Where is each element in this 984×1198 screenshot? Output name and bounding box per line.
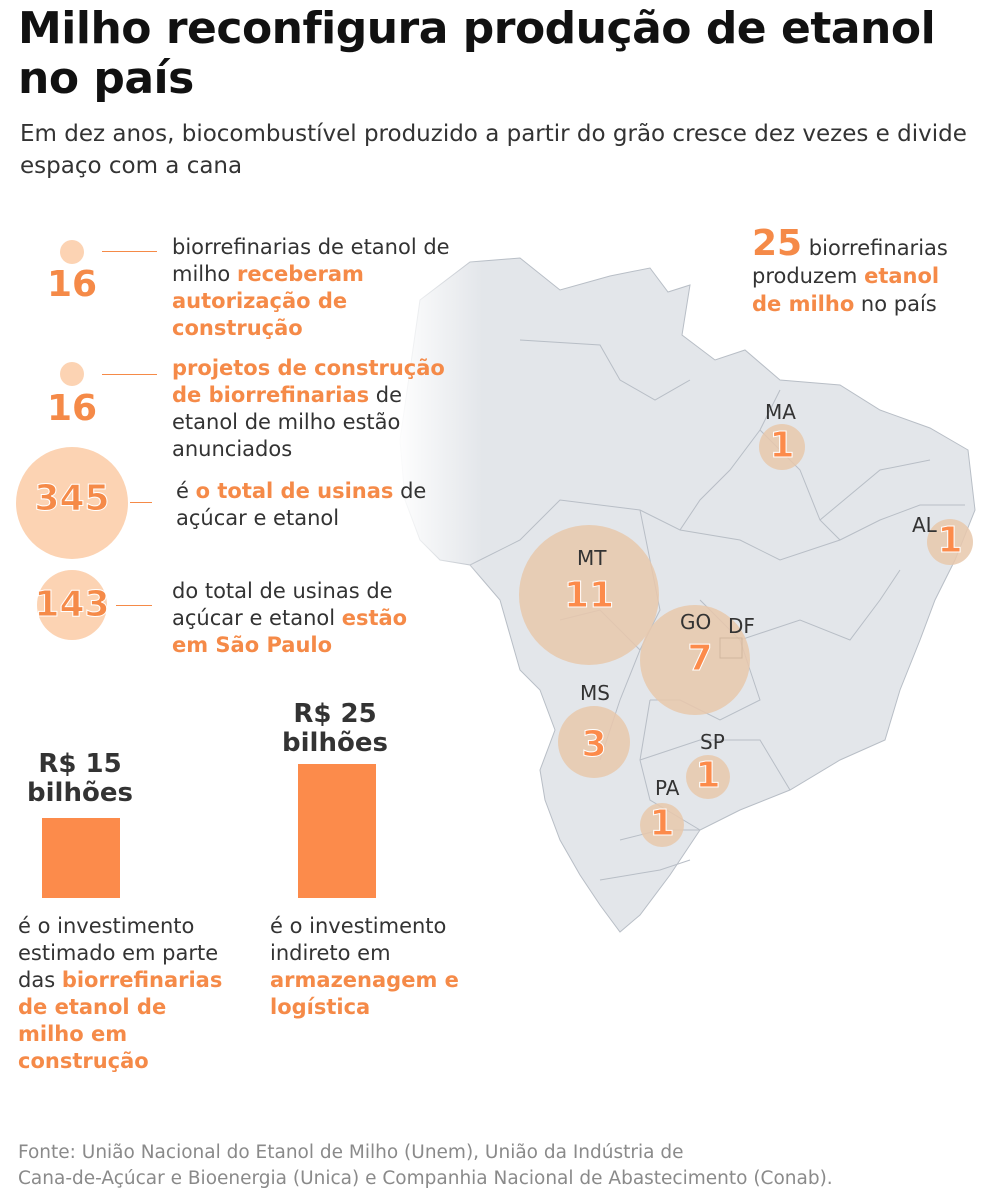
state-count-go: 7 (687, 638, 713, 680)
stat-3-text: é o total de usinas de açúcar e etanol (176, 478, 446, 532)
state-count-sp: 1 (695, 755, 721, 797)
investment-1-text-plain: é o investimento estimado em parte das (18, 914, 219, 992)
state-count-pa: 1 (649, 803, 675, 845)
stat-2-text-highlight: projetos de construção de biorrefinarias (172, 356, 445, 407)
state-label-ma: MA (765, 400, 796, 424)
map-headline-suffix: no país (854, 292, 937, 316)
page-subtitle: Em dez anos, biocombustível produzido a … (20, 121, 967, 179)
investment-2-text-highlight: armazenagem e logística (270, 968, 459, 1019)
investment-2-text-plain: é o investimento indireto em (270, 914, 447, 965)
stat-1-text: biorrefinarias de etanol de milho recebe… (172, 234, 457, 342)
stat-2-connector (102, 374, 157, 375)
stat-3-circle (16, 447, 128, 559)
bubble-sp (686, 755, 730, 799)
state-count-mt: 11 (563, 575, 615, 617)
map-headline-highlight: etanol de milho (752, 264, 940, 316)
stat-3-text-plain: é (176, 479, 196, 503)
stat-1-text-plain: biorrefinarias de etanol de milho (172, 235, 450, 286)
investment-1-bar (42, 818, 120, 898)
state-label-sp: SP (700, 730, 725, 754)
state-label-pa: PA (655, 776, 680, 800)
state-count-ms: 3 (581, 724, 607, 766)
investment-2-text: é o investimento indireto em armazenagem… (270, 913, 485, 1021)
investment-1-text: é o investimento estimado em parte das b… (18, 913, 233, 1075)
state-label-mt: MT (577, 546, 607, 570)
investment-2-amount: R$ 25 bilhões (282, 699, 388, 758)
stat-4-connector (116, 605, 152, 606)
bubble-go (640, 605, 750, 715)
state-count-al: 1 (937, 520, 963, 562)
bubble-pa (640, 803, 684, 847)
map-headline: 25 biorrefinarias produzem etanol de mil… (752, 226, 972, 318)
state-label-ms: MS (580, 681, 610, 705)
stat-3-number: 345 (34, 478, 110, 520)
stat-1-connector (102, 251, 157, 252)
bubble-ms (558, 706, 630, 778)
stat-4-text-plain: do total de usinas de açúcar e etanol (172, 579, 393, 630)
stat-2-number: 16 (46, 388, 98, 429)
stat-1-number: 16 (46, 264, 98, 305)
source-line-1: Fonte: União Nacional do Etanol de Milho… (18, 1142, 684, 1163)
bubble-ma (759, 424, 805, 470)
investment-2-bar (298, 764, 376, 898)
source-line-2: Cana-de-Açúcar e Bioenergia (Unica) e Co… (18, 1168, 833, 1189)
page-title: Milho reconfigura produção de etanol no … (18, 3, 936, 104)
stat-4-circle (37, 570, 107, 640)
state-label-df: DF (728, 614, 755, 638)
investment-1-amount: R$ 15 bilhões (27, 749, 133, 808)
state-count-ma: 1 (769, 425, 795, 467)
investment-1-text-highlight: biorrefinarias de etanol de milho em con… (18, 968, 223, 1073)
state-label-al: AL (912, 513, 937, 537)
state-label-go: GO (680, 610, 712, 634)
brazil-map (395, 238, 980, 938)
stat-4-number: 143 (34, 584, 110, 626)
stat-4-text: do total de usinas de açúcar e etanol es… (172, 578, 442, 659)
stat-3-text-highlight: o total de usinas (195, 479, 394, 503)
stat-2-text: projetos de construção de biorrefinarias… (172, 355, 457, 463)
stat-4-text-highlight: estão em São Paulo (172, 606, 408, 657)
stat-1-circle (60, 240, 84, 264)
map-headline-text: biorrefinarias produzem (752, 236, 948, 288)
stat-3-text-plain-2: de açúcar e etanol (176, 479, 427, 530)
bubble-mt (519, 525, 659, 665)
bubble-al (927, 519, 973, 565)
map-headline-number: 25 (752, 223, 803, 264)
stat-1-text-highlight: receberam autorização de construção (172, 262, 364, 340)
stat-2-circle (60, 362, 84, 386)
stat-3-connector (130, 502, 152, 503)
stat-2-text-plain: de etanol de milho estão anunciados (172, 383, 403, 461)
source-note: Fonte: União Nacional do Etanol de Milho… (18, 1140, 978, 1192)
